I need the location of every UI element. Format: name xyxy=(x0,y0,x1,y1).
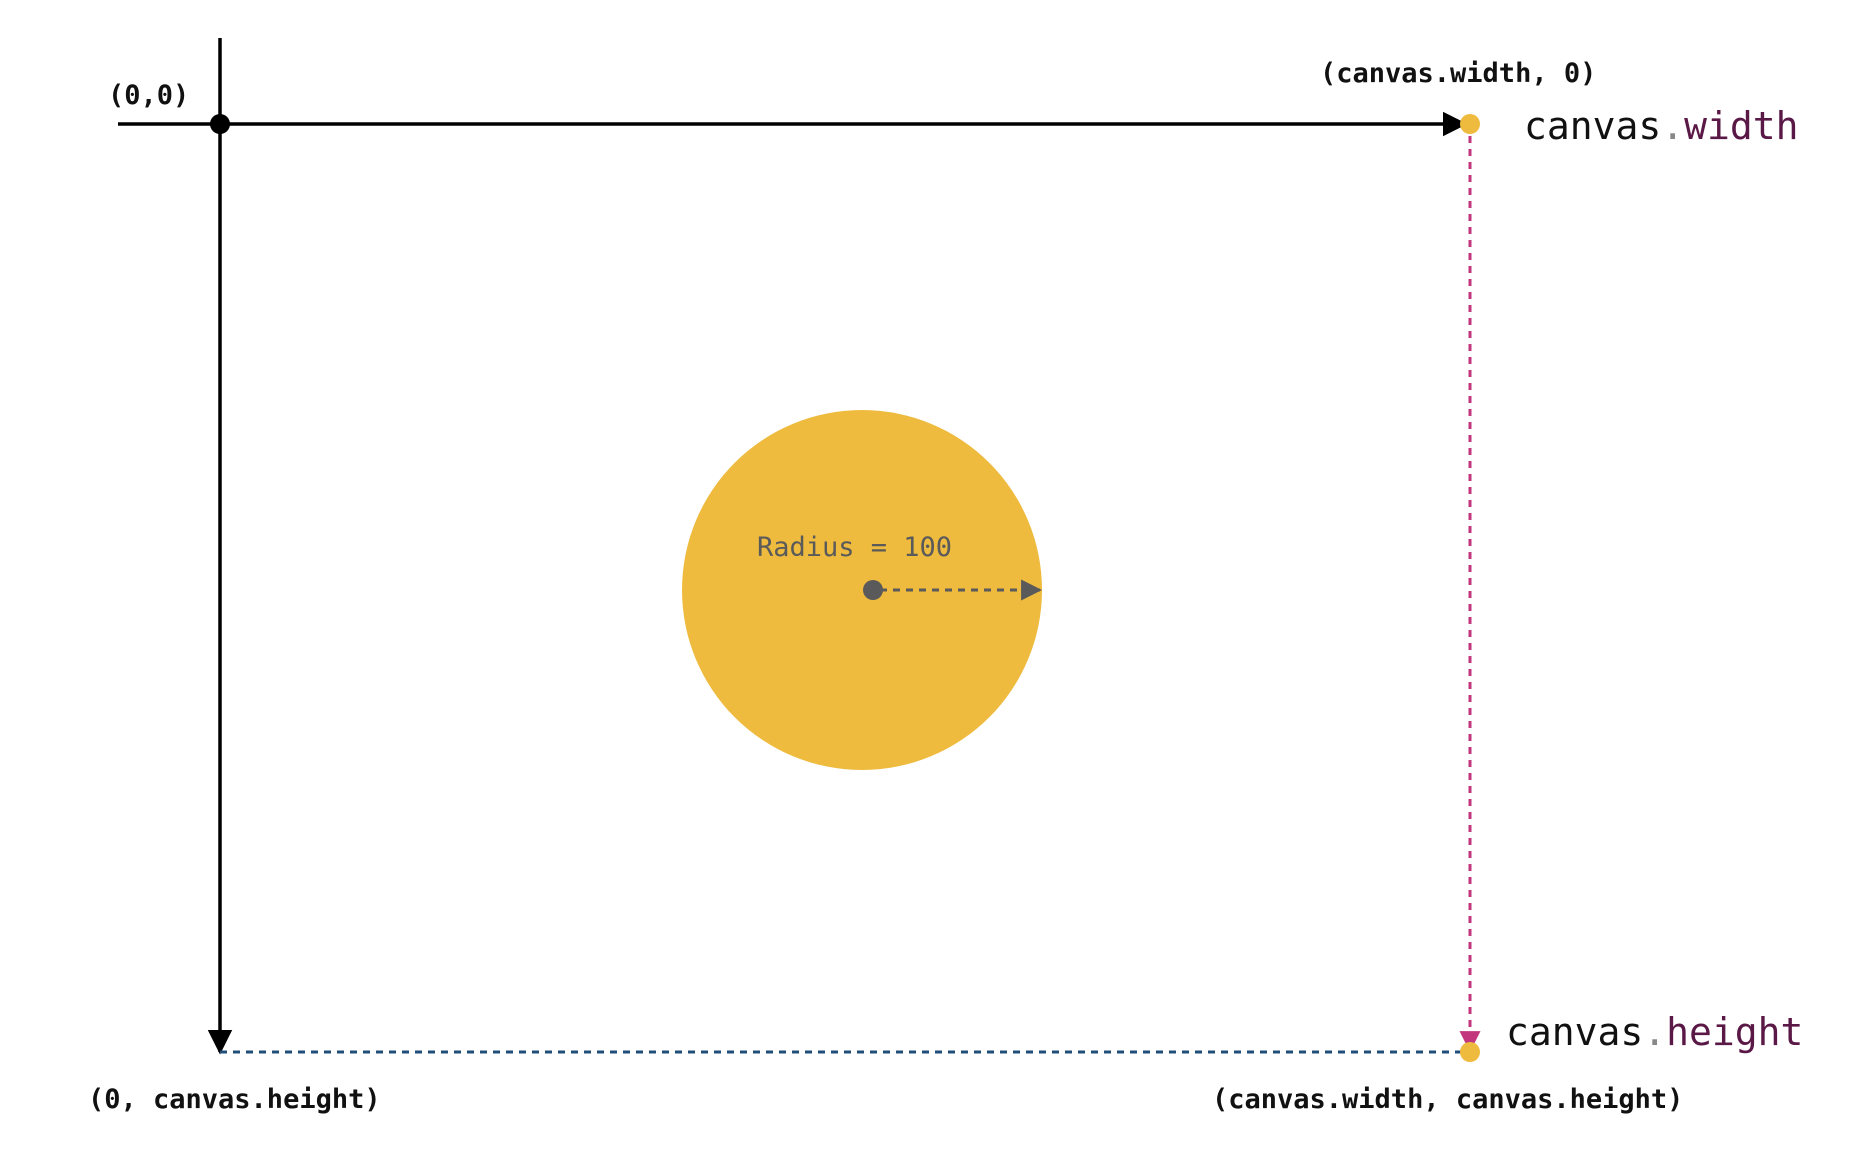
radius-label: Radius = 100 xyxy=(757,532,952,563)
origin-label: (0,0) xyxy=(108,80,189,111)
yellow-circle xyxy=(682,410,1042,770)
height-label-dot: . xyxy=(1643,1010,1666,1054)
bottom-right-coord-label: (canvas.width, canvas.height) xyxy=(1212,1084,1683,1115)
width-label-object: canvas xyxy=(1524,104,1661,148)
canvas-width-label: canvas.width xyxy=(1524,104,1799,148)
width-label-property: width xyxy=(1684,104,1798,148)
origin-dot xyxy=(210,114,230,134)
width-label-dot: . xyxy=(1661,104,1684,148)
top-right-corner-dot xyxy=(1460,114,1480,134)
canvas-height-label: canvas.height xyxy=(1506,1010,1803,1054)
circle-center-dot xyxy=(863,580,883,600)
height-label-property: height xyxy=(1666,1010,1803,1054)
height-label-object: canvas xyxy=(1506,1010,1643,1054)
bottom-right-corner-dot xyxy=(1460,1042,1480,1062)
top-right-coord-label: (canvas.width, 0) xyxy=(1320,58,1596,89)
bottom-left-coord-label: (0, canvas.height) xyxy=(88,1084,381,1115)
